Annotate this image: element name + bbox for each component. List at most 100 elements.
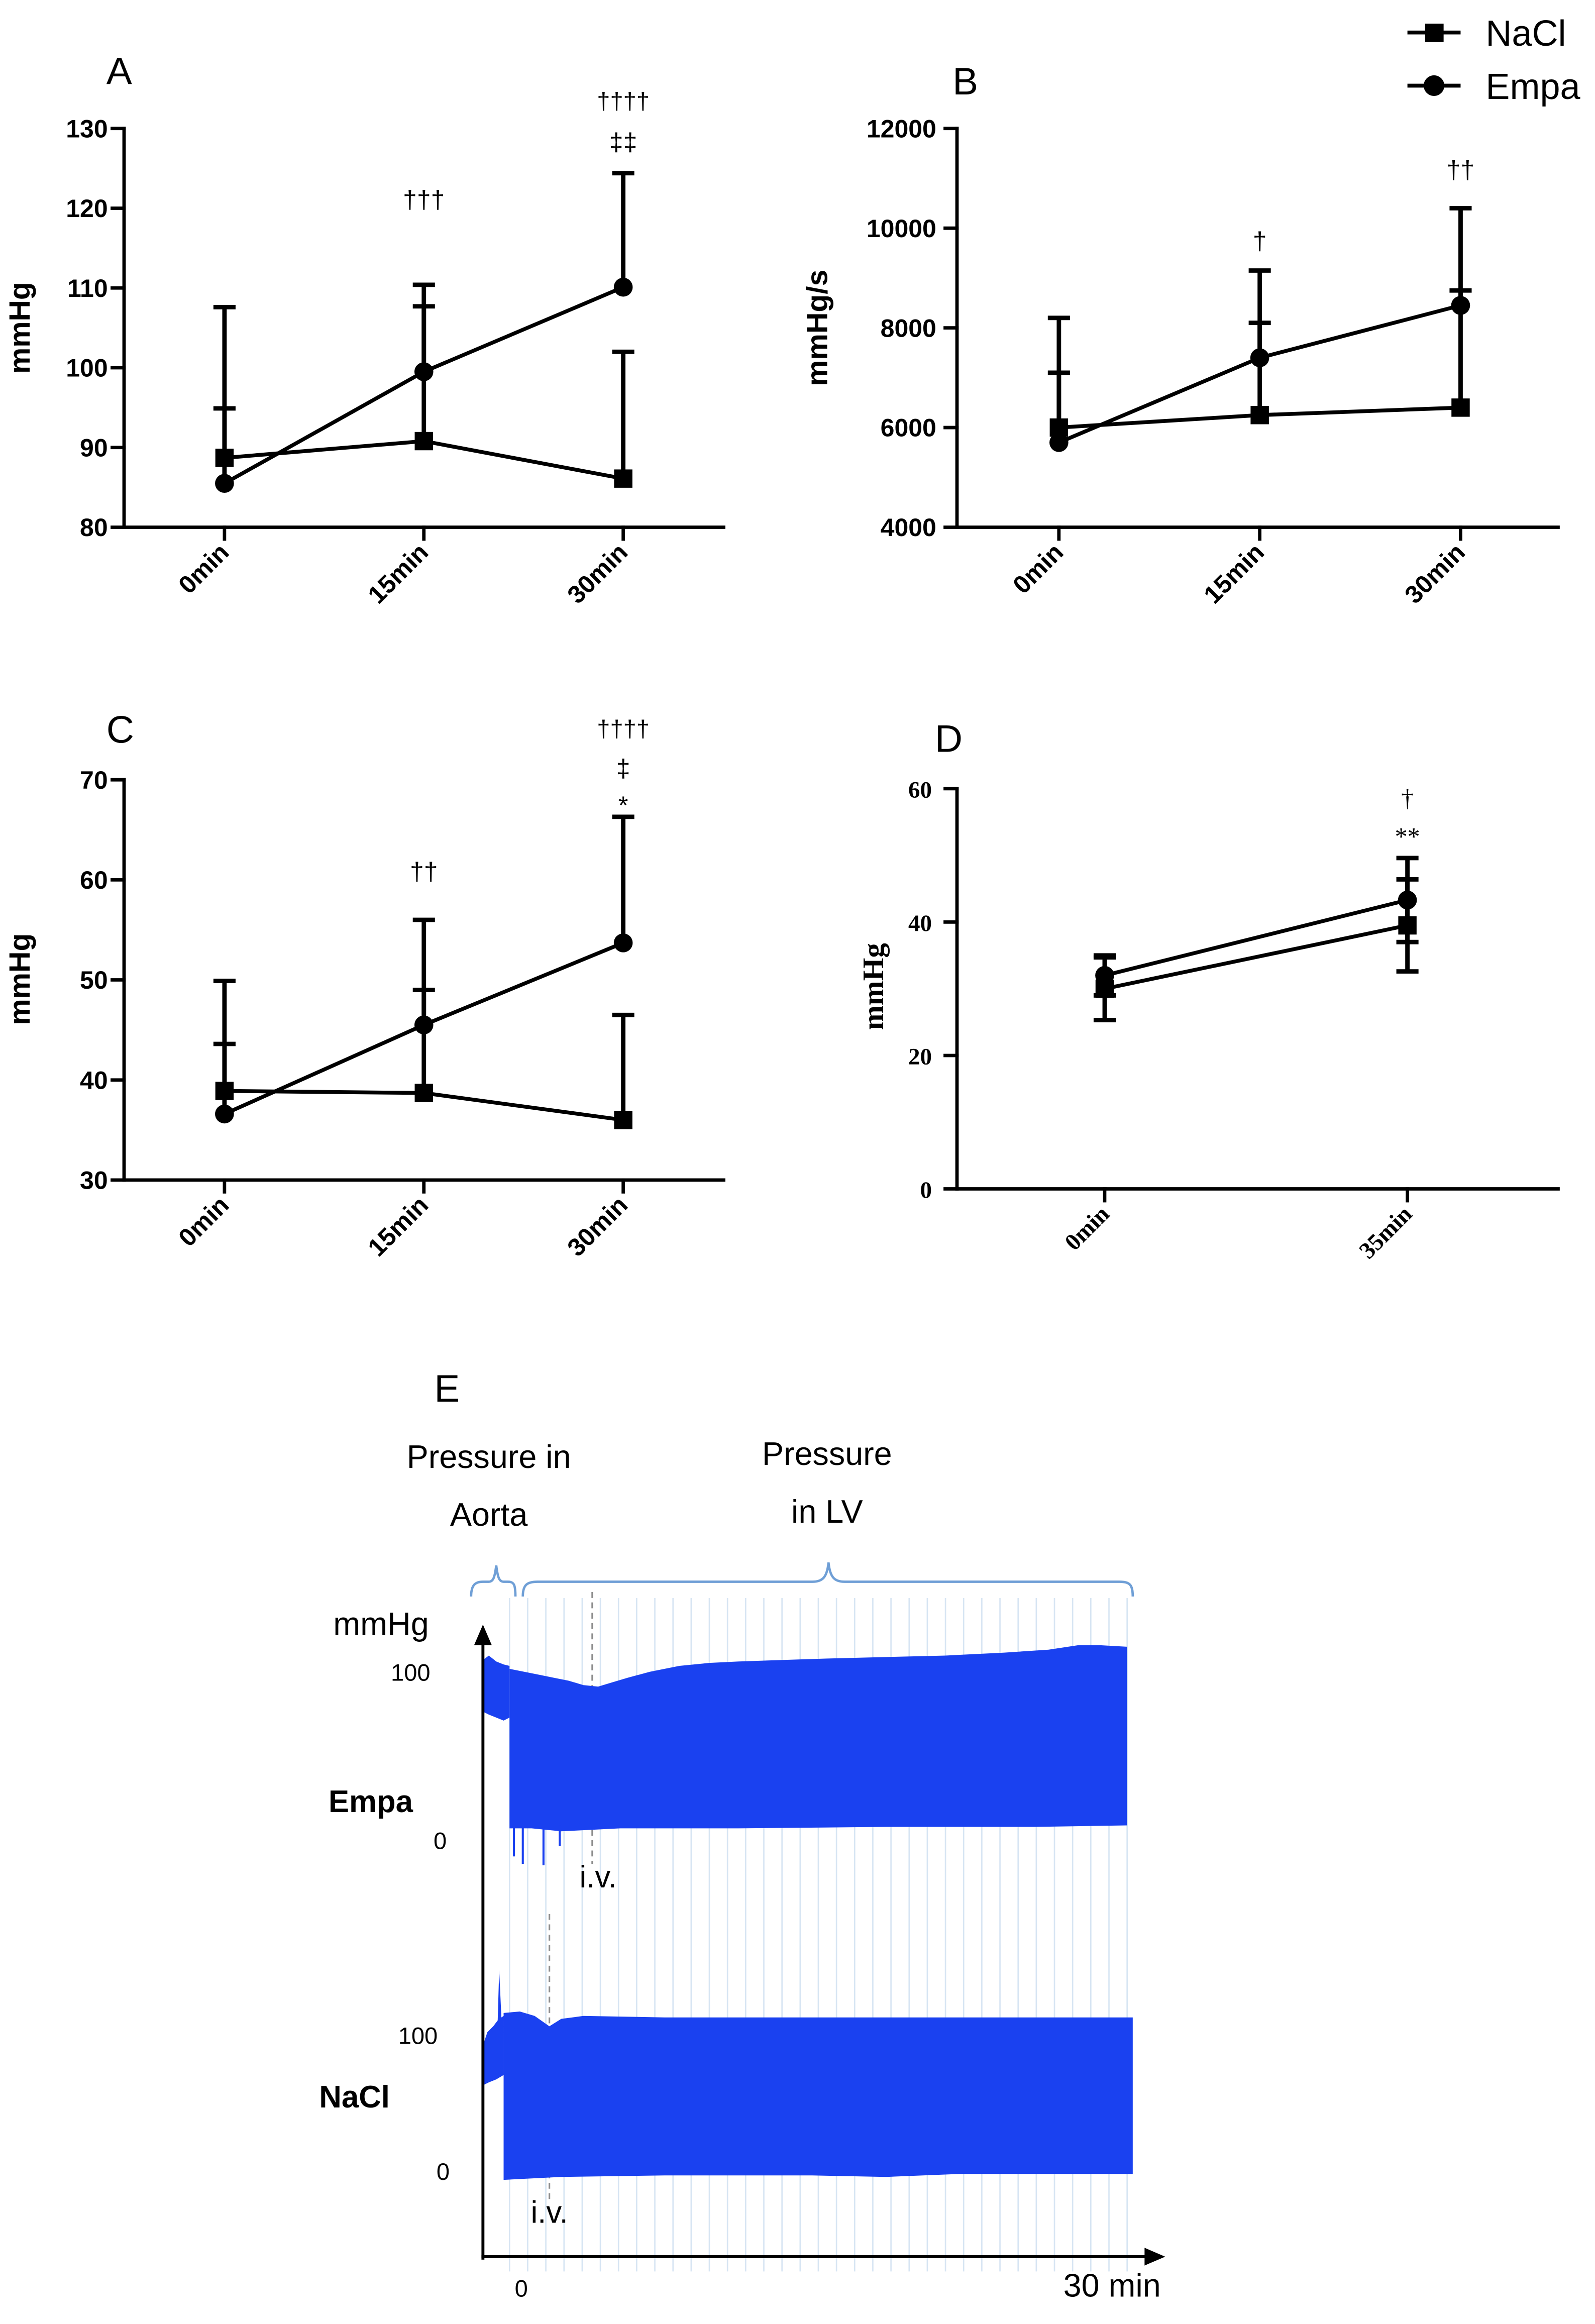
series-empa [213,814,634,1124]
significance-mark: †† [1447,156,1475,184]
significance-mark: †† [410,858,438,886]
empa-y-tick-high: 100 [391,1659,430,1685]
panel-label: E [434,1367,460,1410]
data-point-square [414,1084,433,1102]
y-tick-label: 120 [66,194,108,223]
aorta-region-brace [470,1565,517,1597]
significance-mark: * [618,791,628,819]
recording-y-axis-label: mmHg [333,1605,429,1642]
legend-entry-empa: Empa [1407,67,1581,107]
significance-mark: † [1401,784,1414,812]
y-tick-label: 80 [80,513,108,542]
data-point-square [614,469,632,488]
recording-x-end-label: 30 min [1064,2267,1161,2303]
data-point-circle [1451,296,1470,315]
nacl-y-tick-high: 100 [398,2023,438,2049]
panel-label: D [935,717,963,760]
region-label-lv-line1: Pressure [762,1435,892,1472]
data-point-circle [215,474,234,493]
series-empa [1047,206,1472,452]
y-tick-label: 110 [67,274,108,302]
y-tick-label: 30 [80,1167,108,1195]
empa-aortic-pressure-band [483,1655,510,1721]
series-empa [213,171,634,493]
y-tick-label: 50 [80,966,108,994]
legend-label: Empa [1485,67,1580,107]
y-axis-label: mmHg [857,943,890,1030]
significance-mark: ** [1395,822,1420,851]
empa-trace-label: Empa [329,1784,413,1819]
nacl-pressure-trace [483,1970,1133,2180]
y-tick-label: 12000 [867,115,936,143]
nacl-lv-pressure-band [503,2011,1133,2180]
legend-label: NaCl [1485,14,1566,54]
y-tick-label: 40 [908,910,932,936]
data-point-circle [613,933,633,953]
significance-mark: ‡‡ [609,128,637,156]
data-point-circle [414,362,434,381]
lv-region-brace [521,1562,1134,1597]
y-tick-label: 100 [66,354,108,382]
nacl-trace-label: NaCl [319,2080,390,2115]
legend-entry-nacl: NaCl [1407,14,1566,54]
empa-injection-label: i.v. [579,1860,616,1894]
y-tick-label: 70 [80,766,108,794]
significance-mark: † [1253,227,1267,255]
significance-mark: ‡ [616,754,630,782]
y-tick-label: 6000 [881,414,936,442]
panel-label: A [107,50,132,93]
y-tick-label: 0 [920,1177,932,1203]
series-line [1104,923,1408,991]
panel-e: E Pressure in Aorta Pressure in LV m [319,1367,1165,2303]
y-tick-label: 40 [80,1066,108,1094]
series-line [1104,898,1408,978]
data-point-circle [1095,966,1114,985]
data-point-square [414,432,433,451]
data-point-circle [1250,348,1269,367]
data-point-circle [1049,433,1069,452]
data-point-circle [414,1015,434,1034]
data-point-square [1451,398,1470,417]
legend-square-marker [1425,24,1444,42]
data-point-square [1250,406,1269,425]
y-axis-label: mmHg [4,933,36,1025]
x-axis-arrowhead-icon [1144,2248,1165,2266]
y-tick-label: 90 [80,434,108,462]
y-axis-arrowhead-icon [474,1624,492,1645]
empa-lv-pressure-band [509,1645,1127,1832]
region-label-aorta-line1: Pressure in [407,1438,571,1475]
nacl-y-tick-low: 0 [437,2158,450,2185]
empa-pressure-trace [483,1645,1127,1865]
region-label-lv-line2: in LV [791,1493,863,1530]
data-point-square [614,1111,632,1129]
region-label-aorta-line2: Aorta [450,1496,528,1533]
nacl-injection-label: i.v. [530,2195,568,2230]
panel-label: C [107,709,134,752]
y-tick-label: 60 [80,866,108,894]
legend-circle-marker [1423,75,1445,96]
panel-label: B [952,60,978,103]
significance-mark: †††† [597,88,650,115]
significance-mark: ††† [403,186,445,214]
recording-x-start-label: 0 [515,2275,528,2301]
y-tick-label: 60 [908,777,932,803]
y-axis-label: mmHg [4,282,36,374]
y-axis-label: mmHg/s [801,270,833,386]
series-empa [1093,856,1419,998]
nacl-aortic-pressure-band [483,1970,504,2085]
significance-mark: †††† [597,715,650,742]
data-point-circle [215,1104,234,1124]
y-tick-label: 10000 [867,215,936,243]
y-tick-label: 8000 [881,314,936,342]
y-tick-label: 4000 [881,513,936,542]
data-point-circle [613,277,633,297]
data-point-circle [1398,890,1417,910]
legend: NaCl Empa [1407,14,1581,107]
y-tick-label: 20 [908,1044,932,1070]
y-tick-label: 130 [66,115,108,143]
empa-y-tick-low: 0 [434,1828,447,1854]
